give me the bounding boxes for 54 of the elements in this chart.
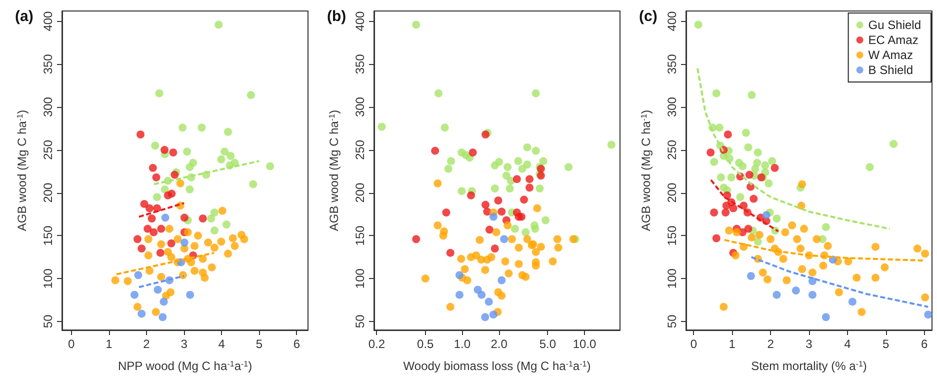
y-tick-label: 150 (665, 225, 679, 246)
x-tick-label: 0.5 (417, 337, 434, 351)
x-tick-label: 6 (293, 337, 300, 351)
x-tick-label: 2.0 (490, 337, 508, 351)
y-tick-label: 100 (665, 268, 679, 289)
y-tick-label: 200 (41, 182, 55, 203)
y-axis-title: AGB wood (Mg C ha-1) (15, 110, 29, 232)
y-tick-label: 400 (41, 10, 55, 32)
x-tick-label: 0 (690, 337, 698, 351)
y-tick-label: 50 (665, 314, 679, 328)
x-tick-label: 2 (767, 337, 774, 351)
x-tick-label: 3 (180, 337, 188, 351)
y-tick-label: 50 (353, 314, 367, 328)
x-tick-label: 5.0 (539, 337, 556, 351)
x-tick-label: 4 (218, 337, 226, 351)
x-tick-label: 1 (728, 337, 736, 351)
y-tick-label: 250 (665, 140, 679, 160)
y-tick-label: 300 (665, 96, 679, 118)
x-tick-label: 2 (143, 337, 150, 351)
x-tick-label: 0.2 (368, 337, 386, 351)
legend-label: W Amaz (868, 48, 913, 62)
y-tick-label: 350 (665, 54, 679, 74)
chart-title: (c) (639, 8, 658, 25)
y-tick-label: 400 (353, 10, 367, 32)
y-tick-label: 350 (41, 54, 55, 74)
x-tick-label: 3 (806, 337, 813, 351)
x-tick-label: 5 (882, 337, 890, 351)
x-tick-label: 1 (106, 337, 113, 351)
legend-label: B Shield (868, 63, 914, 77)
x-tick-label: 1.0 (454, 337, 471, 351)
y-tick-label: 100 (353, 268, 367, 289)
legend-label: Gu Shield (868, 18, 922, 32)
chart-title: (b) (327, 8, 346, 25)
y-axis-title: AGB wood (Mg C ha-1) (327, 110, 341, 232)
y-tick-label: 150 (41, 225, 55, 246)
y-tick-label: 200 (353, 182, 367, 203)
y-tick-label: 150 (353, 225, 367, 246)
x-tick-label: 4 (844, 337, 852, 351)
y-axis-title: AGB wood (Mg C ha-1) (639, 110, 653, 232)
y-tick-label: 400 (665, 10, 679, 32)
y-tick-label: 200 (665, 182, 679, 203)
chart-title: (a) (15, 8, 34, 25)
x-tick-label: 0 (68, 337, 76, 351)
y-tick-label: 50 (41, 314, 55, 328)
y-tick-label: 300 (353, 96, 367, 118)
y-tick-label: 250 (353, 140, 367, 160)
x-tick-label: 10.0 (572, 337, 597, 351)
y-tick-label: 300 (41, 96, 55, 118)
legend-label: EC Amaz (868, 33, 918, 47)
y-tick-label: 350 (353, 54, 367, 74)
x-tick-label: 6 (920, 337, 928, 351)
y-tick-label: 250 (41, 140, 55, 160)
y-tick-label: 100 (41, 268, 55, 289)
x-tick-label: 5 (256, 337, 263, 351)
